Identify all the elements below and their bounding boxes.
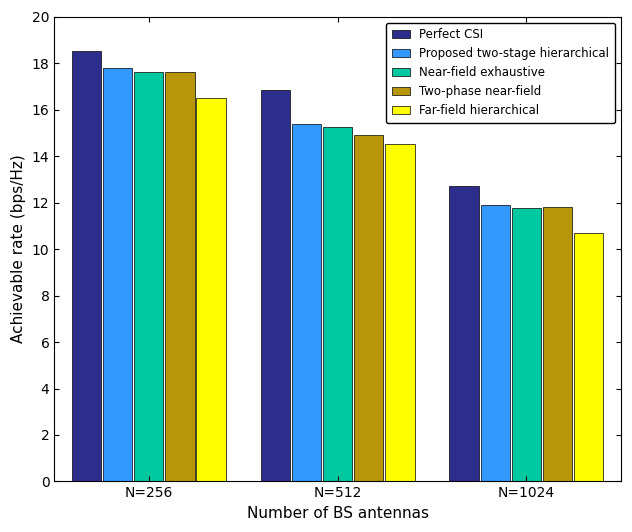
Bar [386, 145, 415, 481]
Bar [354, 135, 384, 481]
X-axis label: Number of BS antennas: Number of BS antennas [246, 506, 428, 521]
Bar [543, 207, 572, 481]
Bar [197, 98, 226, 481]
Bar [512, 207, 541, 481]
Legend: Perfect CSI, Proposed two-stage hierarchical, Near-field exhaustive, Two-phase n: Perfect CSI, Proposed two-stage hierarch… [386, 22, 615, 123]
Bar [574, 233, 604, 481]
Bar [165, 72, 195, 481]
Bar [449, 186, 479, 481]
Bar [72, 52, 101, 481]
Bar [292, 123, 321, 481]
Bar [260, 90, 290, 481]
Bar [103, 68, 132, 481]
Bar [481, 205, 510, 481]
Bar [323, 127, 352, 481]
Bar [134, 72, 163, 481]
Y-axis label: Achievable rate (bps/Hz): Achievable rate (bps/Hz) [11, 155, 26, 344]
